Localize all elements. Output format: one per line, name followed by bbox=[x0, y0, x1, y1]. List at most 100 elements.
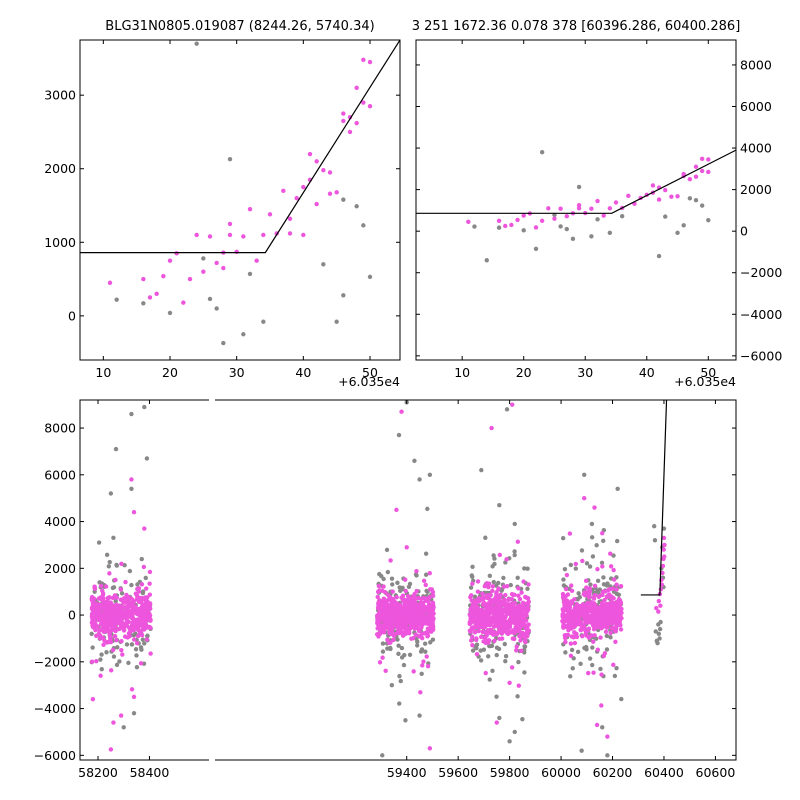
panel-bottom-highlight-point-2656 bbox=[566, 616, 572, 621]
panel-bottom-highlight-point-1980 bbox=[497, 605, 503, 610]
panel-top-right-highlight-point-15 bbox=[576, 206, 582, 211]
panel-bottom-highlight-point-635 bbox=[110, 618, 116, 623]
panel-top-left-frame bbox=[79, 39, 401, 361]
panel-top-right-rejected-point-21 bbox=[699, 203, 705, 208]
panel-bottom-highlight-point-2536 bbox=[586, 670, 591, 676]
panel-bottom-highlight-point-308 bbox=[131, 637, 137, 642]
panel-bottom-rejected-point-out-13 bbox=[427, 472, 433, 478]
panel-bottom-highlight-point-2610 bbox=[606, 587, 611, 593]
panel-bottom-highlight-point-2539 bbox=[567, 531, 573, 536]
panel-bottom-highlight-point-2005 bbox=[505, 631, 511, 636]
panel-bottom-rejected-point-1421 bbox=[472, 594, 478, 599]
panel-bottom-highlight-point-1963 bbox=[489, 606, 494, 611]
panel-bottom-highlight-point-out-8 bbox=[399, 409, 404, 414]
panel-bottom-highlight-point-1566 bbox=[470, 643, 475, 648]
panel-bottom-highlight-point-2687 bbox=[583, 628, 588, 634]
panel-bottom-rejected-point-73 bbox=[99, 652, 104, 657]
panel-bottom-highlight-point-545 bbox=[108, 613, 113, 618]
panel-bottom-highlight-point-1316 bbox=[413, 632, 418, 637]
panel-bottom-rejected-point-out-21 bbox=[507, 739, 512, 744]
panel-bottom-highlight-point-2686 bbox=[583, 607, 589, 612]
panel-bottom-highlight-point-591 bbox=[144, 586, 149, 591]
panel-bottom-highlight-point-426 bbox=[139, 582, 145, 587]
panel-bottom-highlight-point-late-4 bbox=[658, 603, 663, 608]
panel-bottom-xtick-label-3: 59600 bbox=[438, 765, 478, 780]
panel-bottom-highlight-point-1307 bbox=[428, 622, 433, 627]
panel-bottom-highlight-point-1995 bbox=[492, 624, 497, 629]
panel-bottom-highlight-point-461 bbox=[94, 658, 99, 664]
panel-top-left-xtick-label-3: 40 bbox=[295, 365, 311, 380]
panel-top-left-highlight-point-16 bbox=[227, 232, 233, 238]
panel-bottom-rejected-point-1418 bbox=[508, 582, 513, 588]
panel-bottom-highlight-point-1949 bbox=[488, 592, 493, 598]
panel-top-right-ytick-label-2: −2000 bbox=[740, 265, 782, 280]
panel-bottom-rejected-point-late-0 bbox=[651, 524, 657, 529]
panel-top-right-highlight-point-20 bbox=[607, 206, 613, 211]
panel-bottom-highlight-point-2389 bbox=[590, 639, 596, 644]
panel-bottom-highlight-point-2633 bbox=[580, 626, 585, 631]
panel-bottom-rejected-point-2129 bbox=[604, 647, 610, 652]
panel-bottom-highlight-point-2546 bbox=[614, 603, 620, 608]
panel-bottom-highlight-point-1553 bbox=[504, 557, 509, 562]
panel-bottom-highlight-point-642 bbox=[133, 619, 138, 625]
panel-bottom-highlight-point-2507 bbox=[610, 626, 616, 631]
panel-bottom-highlight-point-1346 bbox=[383, 612, 388, 618]
panel-top-right-rejected-point-5 bbox=[539, 150, 545, 155]
panel-bottom-rejected-point-126 bbox=[139, 647, 144, 652]
panel-bottom-rejected-point-50 bbox=[111, 654, 117, 659]
panel-top-left-rejected-point-6 bbox=[221, 340, 226, 346]
panel-top-left-highlight-point-19 bbox=[247, 206, 253, 212]
panel-bottom-rejected-point-1511 bbox=[468, 585, 474, 590]
panel-bottom-highlight-point-995 bbox=[414, 568, 419, 574]
panel-bottom-rejected-point-out-3 bbox=[113, 446, 119, 452]
panel-bottom-highlight-point-1368 bbox=[392, 606, 398, 612]
panel-top-right-ytick-label-1: −4000 bbox=[740, 307, 782, 322]
panel-bottom-highlight-point-438 bbox=[144, 637, 150, 642]
panel-bottom-rejected-point-728 bbox=[384, 547, 390, 553]
panel-bottom-highlight-point-2676 bbox=[563, 632, 569, 638]
panel-bottom-highlight-point-1639 bbox=[486, 584, 491, 590]
panel-bottom-rejected-point-1486 bbox=[489, 643, 495, 649]
panel-bottom-rejected-point-out-1 bbox=[142, 404, 147, 410]
panel-bottom-highlight-point-2553 bbox=[561, 599, 567, 605]
panel-bottom-highlight-point-810 bbox=[425, 663, 431, 669]
panel-bottom-rejected-point-715 bbox=[415, 643, 420, 648]
panel-bottom-highlight-point-1985 bbox=[486, 628, 491, 634]
panel-top-left-highlight-point-6 bbox=[174, 251, 179, 256]
panel-bottom-highlight-point-647 bbox=[135, 633, 141, 639]
panel-bottom-highlight-point-2632 bbox=[603, 629, 609, 634]
panel-bottom-highlight-point-2638 bbox=[595, 618, 600, 624]
panel-bottom-rejected-point-118 bbox=[129, 642, 135, 647]
panel-bottom-rejected-point-757 bbox=[389, 576, 395, 581]
panel-bottom-rejected-point-out-24 bbox=[615, 486, 620, 492]
panel-bottom-highlight-point-2650 bbox=[567, 621, 573, 627]
panel-top-left-highlight-point-12 bbox=[214, 260, 219, 266]
panel-bottom-highlight-point-1328 bbox=[375, 594, 380, 600]
panel-bottom-highlight-point-1752 bbox=[516, 586, 521, 591]
panel-bottom-highlight-point-1994 bbox=[523, 624, 529, 629]
panel-bottom-highlight-point-998 bbox=[403, 588, 408, 594]
panel-bottom-highlight-point-2579 bbox=[596, 594, 601, 600]
panel-bottom-rejected-point-1515 bbox=[478, 648, 483, 653]
panel-bottom-highlight-point-1124 bbox=[418, 596, 424, 602]
panel-bottom-highlight-point-2623 bbox=[579, 605, 585, 611]
panel-bottom-highlight-point-1353 bbox=[410, 623, 416, 628]
panel-bottom-highlight-point-1366 bbox=[381, 602, 386, 607]
panel-bottom-highlight-point-1671 bbox=[506, 611, 512, 616]
panel-bottom-rejected-point-2163 bbox=[563, 650, 568, 655]
panel-top-right-plot-area bbox=[416, 149, 736, 263]
panel-bottom-highlight-point-1097 bbox=[427, 587, 433, 592]
panel-bottom-highlight-point-2682 bbox=[592, 633, 597, 638]
panel-bottom-highlight-point-324 bbox=[119, 647, 124, 653]
panel-top-right-highlight-point-38 bbox=[693, 164, 699, 169]
panel-bottom-rejected-point-776 bbox=[390, 582, 395, 587]
panel-bottom-highlight-point-570 bbox=[107, 595, 112, 600]
panel-bottom-highlight-point-2664 bbox=[603, 601, 609, 607]
panel-bottom-highlight-point-1792 bbox=[509, 597, 515, 602]
panel-bottom-highlight-point-2572 bbox=[610, 609, 615, 614]
panel-top-right-highlight-point-5 bbox=[521, 213, 526, 218]
panel-bottom-highlight-point-1719 bbox=[480, 591, 485, 596]
panel-bottom-ytick-label-5: 4000 bbox=[44, 514, 76, 529]
panel-bottom-highlight-point-333 bbox=[138, 661, 144, 666]
panel-bottom-highlight-point-2653 bbox=[566, 602, 571, 607]
